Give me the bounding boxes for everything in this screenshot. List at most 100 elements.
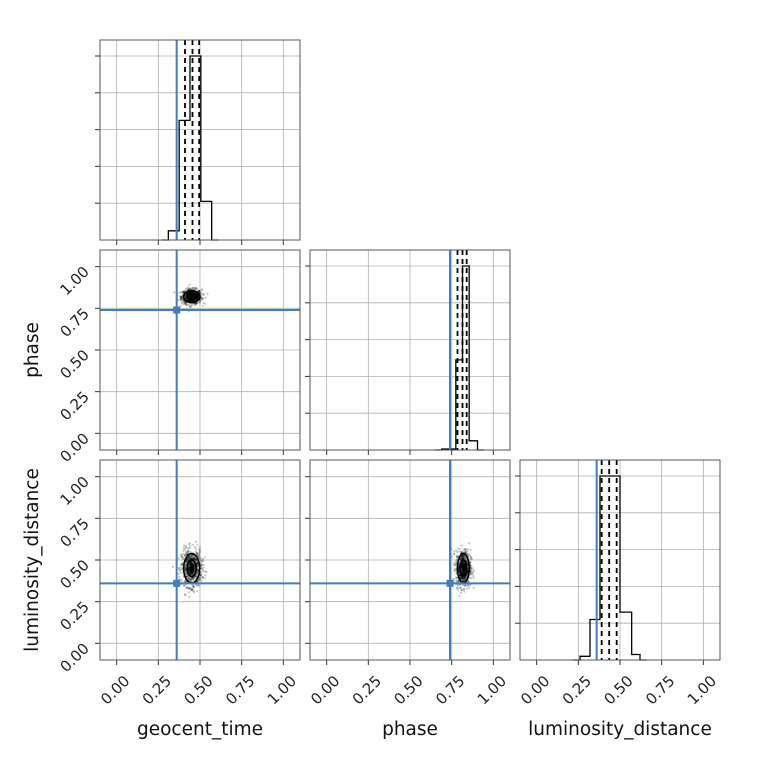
density-core xyxy=(189,563,195,574)
sample-point xyxy=(194,302,198,305)
sample-point xyxy=(463,587,466,591)
sample-point xyxy=(196,584,199,588)
sample-point xyxy=(187,549,190,553)
x-tick-label: 0.75 xyxy=(642,672,678,708)
sample-point xyxy=(453,568,456,572)
y-tick-label: 0.00 xyxy=(56,429,92,465)
x-tick-label: 0.00 xyxy=(97,672,133,708)
sample-point xyxy=(464,548,467,551)
sample-point xyxy=(195,575,198,578)
y-tick-label: 0.75 xyxy=(56,304,92,340)
sample-point xyxy=(462,579,465,583)
sample-point xyxy=(460,577,463,580)
sample-point xyxy=(471,572,474,576)
sample-point xyxy=(189,572,193,576)
sample-point xyxy=(188,287,191,290)
sample-point xyxy=(191,577,195,580)
sample-point xyxy=(194,302,197,306)
histogram-luminosity_distance xyxy=(573,475,647,661)
scatter-panel-geocent_time-phase xyxy=(95,249,301,455)
sample-point xyxy=(462,554,465,557)
sample-point xyxy=(187,295,191,298)
sample-point xyxy=(201,560,204,563)
sample-point xyxy=(181,558,184,561)
sample-point xyxy=(464,557,467,560)
sample-point xyxy=(179,563,182,566)
sample-point xyxy=(201,569,205,572)
sample-point xyxy=(464,584,467,587)
sample-point xyxy=(190,303,193,306)
sample-point xyxy=(179,571,182,575)
sample-point xyxy=(189,561,192,564)
sample-point xyxy=(193,557,196,560)
sample-point xyxy=(196,302,199,305)
sample-point xyxy=(455,576,458,579)
scatter-panel-phase-luminosity_distance xyxy=(305,459,511,665)
sample-point xyxy=(196,296,199,300)
sample-point xyxy=(462,555,465,558)
sample-point xyxy=(460,557,463,560)
sample-point xyxy=(199,571,202,574)
sample-point xyxy=(180,563,184,566)
sample-point xyxy=(194,558,198,561)
sample-point xyxy=(190,287,193,290)
sample-point xyxy=(194,556,197,559)
sample-point xyxy=(183,303,187,306)
sample-point xyxy=(199,574,202,577)
sample-point xyxy=(177,566,180,570)
sample-point xyxy=(187,568,190,571)
sample-point xyxy=(202,563,205,566)
sample-point xyxy=(453,563,456,566)
sample-point xyxy=(460,556,464,559)
sample-point xyxy=(201,559,204,562)
sample-point xyxy=(190,555,193,558)
sample-point xyxy=(188,294,191,298)
sample-point xyxy=(469,560,472,564)
sample-point xyxy=(200,288,203,291)
y-tick-label: 1.00 xyxy=(56,473,92,509)
sample-point xyxy=(185,552,188,555)
sample-point xyxy=(180,295,183,298)
sample-point xyxy=(461,557,464,560)
sample-point xyxy=(199,292,202,295)
sample-point xyxy=(184,294,187,297)
sample-point xyxy=(465,549,469,553)
sample-point xyxy=(193,557,196,560)
sample-point xyxy=(190,560,193,563)
sample-point xyxy=(196,552,199,555)
sample-point xyxy=(187,567,190,570)
sample-point xyxy=(458,550,461,553)
sample-point xyxy=(197,301,201,304)
sample-point xyxy=(202,301,205,304)
sample-point xyxy=(190,577,193,581)
sample-point xyxy=(187,576,191,579)
sample-point xyxy=(459,576,463,579)
sample-point xyxy=(195,287,198,290)
sample-point xyxy=(179,298,182,301)
sample-point xyxy=(198,550,202,553)
sample-point xyxy=(462,556,465,559)
sample-point xyxy=(197,289,200,293)
sample-point xyxy=(192,578,195,581)
sample-point xyxy=(180,298,183,301)
sample-point xyxy=(461,578,464,581)
sample-point xyxy=(195,574,198,577)
sample-point xyxy=(187,288,190,291)
sample-point xyxy=(464,550,467,553)
sample-point xyxy=(192,577,195,580)
sample-point xyxy=(190,557,193,560)
sample-point xyxy=(196,555,200,558)
sample-point xyxy=(189,572,192,575)
sample-point xyxy=(469,567,473,570)
sample-point xyxy=(202,293,205,296)
sample-point xyxy=(182,546,185,549)
sample-point xyxy=(182,584,186,587)
sample-point xyxy=(199,574,202,577)
sample-point xyxy=(177,557,180,560)
sample-point xyxy=(183,580,186,583)
sample-point xyxy=(193,591,196,594)
sample-point xyxy=(186,287,189,290)
sample-point xyxy=(186,558,189,561)
sample-point xyxy=(463,584,466,587)
sample-point xyxy=(460,577,463,580)
